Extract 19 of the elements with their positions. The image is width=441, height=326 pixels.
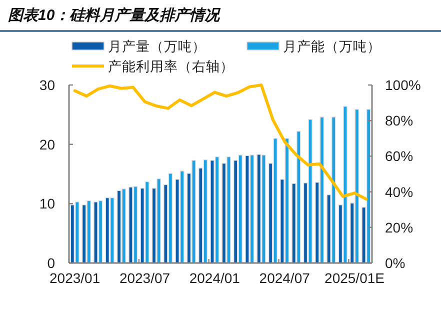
y2-tick-label: 60% [385,148,414,164]
x-tick-label: 2023/07 [119,270,170,286]
y2-tick-label: 40% [385,184,414,200]
y2-tick-label: 20% [385,219,414,236]
chart-title: 图表10：硅料月产量及排产情况 [8,6,222,24]
x-tick-label: 2024/01 [189,270,240,286]
x-tick-label: 2024/07 [259,270,310,286]
y2-tick-label: 0% [385,255,406,271]
y-tick-label: 10 [39,196,56,212]
y-tick-label: 30 [39,77,56,93]
x-tick-label: 2023/01 [50,270,100,286]
x-tick-label: 2025/01E [324,270,384,286]
y2-tick-label: 80% [385,112,414,129]
legend-label: 月产量（万吨） [108,39,206,54]
y-tick-label: 20 [39,136,56,152]
y2-tick-label: 100% [385,77,421,93]
legend-label: 产能利用率（右轴） [108,59,234,74]
y-tick-label: 0 [47,255,56,271]
legend-label: 月产能（万吨） [283,39,381,54]
